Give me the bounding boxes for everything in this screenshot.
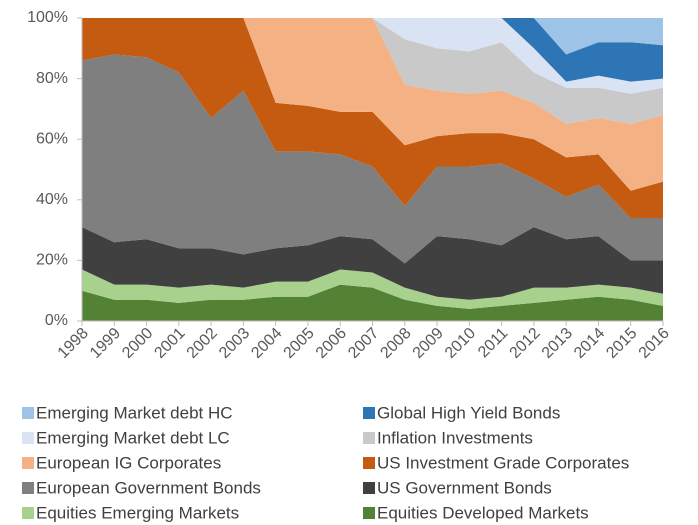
x-tick-label: 2011: [475, 325, 511, 361]
legend-label: US Government Bonds: [377, 478, 552, 497]
y-tick-label: 60%: [36, 130, 68, 147]
x-tick-label: 2003: [216, 325, 253, 362]
x-tick-label: 2001: [151, 325, 188, 362]
legend-label: European Government Bonds: [36, 478, 261, 497]
x-tick-label: 2004: [248, 325, 285, 362]
legend-swatch: [363, 457, 375, 469]
legend-swatch: [363, 482, 375, 494]
area: [82, 18, 663, 125]
legend-swatch: [22, 482, 34, 494]
x-tick-label: 2008: [377, 325, 414, 362]
area: [82, 18, 663, 55]
y-tick-label: 20%: [36, 252, 68, 269]
y-tick-label: 100%: [27, 9, 68, 26]
legend-label: Equities Developed Markets: [377, 503, 589, 522]
x-tick-label: 2013: [539, 325, 576, 362]
area: [82, 284, 663, 321]
legend-label: European IG Corporates: [36, 453, 221, 472]
x-tick-label: 2007: [345, 325, 382, 362]
legend-swatch: [363, 507, 375, 519]
area: [82, 269, 663, 309]
legend-swatch: [22, 407, 34, 419]
y-tick-label: 80%: [36, 70, 68, 87]
legend-swatch: [22, 432, 34, 444]
legend-swatch: [22, 457, 34, 469]
x-tick-label: 1999: [87, 325, 124, 362]
x-tick-label: 1998: [55, 325, 92, 362]
x-tick-label: 2016: [636, 325, 673, 362]
x-tick-label: 2005: [281, 325, 318, 362]
legend-label: US Investment Grade Corporates: [377, 453, 629, 472]
legend-swatch: [363, 407, 375, 419]
x-tick-label: 2012: [507, 325, 544, 362]
x-tick-label: 2010: [442, 325, 479, 362]
legend-label: Emerging Market debt HC: [36, 403, 233, 422]
y-tick-label: 40%: [36, 191, 68, 208]
area: [82, 18, 663, 94]
legend-swatch: [363, 432, 375, 444]
x-tick-label: 2009: [410, 325, 447, 362]
area: [82, 18, 663, 82]
area: [82, 18, 663, 218]
x-tick-label: 2002: [184, 325, 221, 362]
area: [82, 18, 663, 191]
legend-label: Emerging Market debt LC: [36, 428, 230, 447]
legend-label: Inflation Investments: [377, 428, 533, 447]
legend-label: Equities Emerging Markets: [36, 503, 239, 522]
x-tick-label: 2014: [571, 325, 608, 362]
x-tick-label: 2015: [603, 325, 640, 362]
x-tick-label: 2006: [313, 325, 350, 362]
x-tick-label: 2000: [119, 325, 156, 362]
area: [82, 227, 663, 300]
area: [82, 54, 663, 264]
legend-swatch: [22, 507, 34, 519]
legend-label: Global High Yield Bonds: [377, 403, 560, 422]
y-tick-label: 0%: [45, 312, 68, 329]
